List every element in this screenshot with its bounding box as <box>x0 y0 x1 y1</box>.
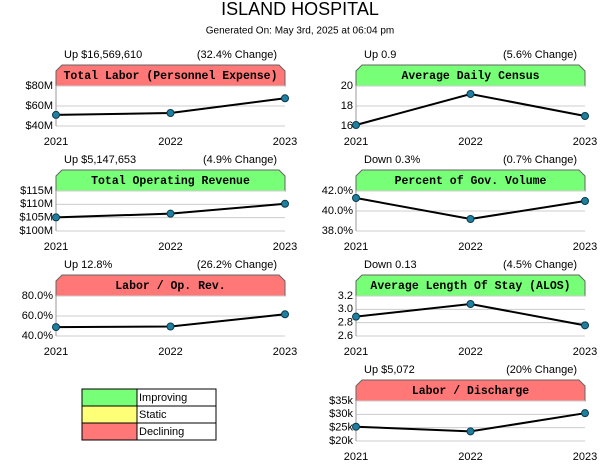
y-tick-label: 38.0% <box>322 225 353 237</box>
data-point <box>581 197 589 205</box>
y-tick-label: $25k <box>329 422 353 434</box>
data-point <box>466 215 475 223</box>
data-point <box>581 409 589 418</box>
data-point <box>166 209 175 218</box>
summary: Up 12.8% <box>64 259 113 271</box>
data-point <box>52 110 60 119</box>
data-point <box>581 321 589 330</box>
y-tick-label: $100M <box>19 225 53 237</box>
summary: Up $5,072 <box>364 364 415 376</box>
legend-swatch <box>81 388 138 407</box>
data-point <box>281 94 289 103</box>
x-tick-label: 2022 <box>458 136 482 148</box>
x-tick-label: 2021 <box>344 136 368 148</box>
summary: Down 0.3% <box>364 154 420 166</box>
y-tick-label: $80M <box>25 80 53 92</box>
x-tick-label: 2023 <box>573 451 597 463</box>
summary: Up $16,569,610 <box>64 49 142 61</box>
y-tick-label: $30k <box>329 408 353 420</box>
y-tick-label: 16 <box>341 120 353 132</box>
x-tick-label: 2022 <box>158 241 182 253</box>
y-tick-label: $105M <box>19 212 53 224</box>
banner-title: Labor / Op. Rev. <box>115 280 225 293</box>
legend-label: Improving <box>139 392 187 404</box>
banner-title: Total Operating Revenue <box>91 175 250 188</box>
x-tick-label: 2021 <box>44 346 68 358</box>
y-tick-label: 2.8 <box>338 317 353 329</box>
banner-title: Percent of Gov. Volume <box>395 175 547 188</box>
legend-cell <box>136 422 217 441</box>
summary: Up $5,147,653 <box>64 154 136 166</box>
banner-title: Labor / Discharge <box>412 385 529 398</box>
x-tick-label: 2021 <box>344 451 368 463</box>
banner-title: Total Labor (Personnel Expense) <box>64 70 278 83</box>
page-subtitle: Generated On: May 3rd, 2025 at 06:04 pm <box>206 26 394 37</box>
change: (5.6% Change) <box>503 49 577 61</box>
y-tick-label: 3.2 <box>338 290 353 302</box>
data-point <box>581 112 589 120</box>
change: (32.4% Change) <box>197 49 277 61</box>
summary: Up 0.9 <box>364 49 396 61</box>
data-point <box>466 427 475 436</box>
y-tick-label: 80.0% <box>22 290 53 302</box>
x-tick-label: 2022 <box>458 241 482 253</box>
x-tick-label: 2021 <box>344 346 368 358</box>
y-tick-label: 42.0% <box>322 185 353 197</box>
change: (4.9% Change) <box>203 154 277 166</box>
change: (4.5% Change) <box>503 259 577 271</box>
data-point <box>352 422 360 431</box>
x-tick-label: 2023 <box>273 241 297 253</box>
x-tick-label: 2021 <box>44 241 68 253</box>
y-tick-label: 40.0% <box>22 330 53 342</box>
y-tick-label: 60.0% <box>22 310 53 322</box>
x-tick-label: 2022 <box>458 346 482 358</box>
y-tick-label: 20 <box>341 80 353 92</box>
x-tick-label: 2023 <box>573 241 597 253</box>
x-tick-label: 2022 <box>158 346 182 358</box>
y-tick-label: $110M <box>20 198 53 210</box>
change: (26.2% Change) <box>197 259 277 271</box>
y-tick-label: 40.0% <box>322 205 353 217</box>
legend-swatch <box>81 422 138 441</box>
banner-title: Average Daily Census <box>401 70 539 83</box>
x-tick-label: 2022 <box>158 136 182 148</box>
data-point <box>466 90 475 98</box>
y-tick-label: $20k <box>329 435 353 447</box>
x-tick-label: 2021 <box>344 241 368 253</box>
y-tick-label: 3.0 <box>338 303 353 315</box>
change: (20% Change) <box>506 364 577 376</box>
x-tick-label: 2022 <box>458 451 482 463</box>
x-tick-label: 2023 <box>573 136 597 148</box>
y-tick-label: $60M <box>25 100 53 112</box>
x-tick-label: 2023 <box>273 136 297 148</box>
summary: Down 0.13 <box>364 259 417 271</box>
data-point <box>352 312 360 321</box>
data-point <box>352 121 360 129</box>
y-tick-label: $35k <box>329 395 353 407</box>
data-point <box>52 213 60 222</box>
legend-label: Declining <box>139 426 184 438</box>
data-point <box>166 109 175 117</box>
page-title: ISLAND HOSPITAL <box>221 0 379 19</box>
data-point <box>166 322 175 331</box>
x-tick-label: 2023 <box>573 346 597 358</box>
y-tick-label: $40M <box>25 120 53 132</box>
legend-swatch <box>81 405 138 424</box>
y-tick-label: 2.6 <box>338 330 353 342</box>
data-point <box>281 199 289 208</box>
data-point <box>352 194 360 202</box>
data-point <box>466 300 475 308</box>
data-point <box>281 310 289 319</box>
data-point <box>52 323 60 332</box>
y-tick-label: $115M <box>20 185 53 197</box>
y-tick-label: 18 <box>341 100 353 112</box>
banner-title: Average Length Of Stay (ALOS) <box>370 280 570 293</box>
x-tick-label: 2021 <box>44 136 68 148</box>
legend-label: Static <box>139 409 167 421</box>
x-tick-label: 2023 <box>273 346 297 358</box>
data-line <box>355 92 586 126</box>
change: (0.7% Change) <box>503 154 577 166</box>
